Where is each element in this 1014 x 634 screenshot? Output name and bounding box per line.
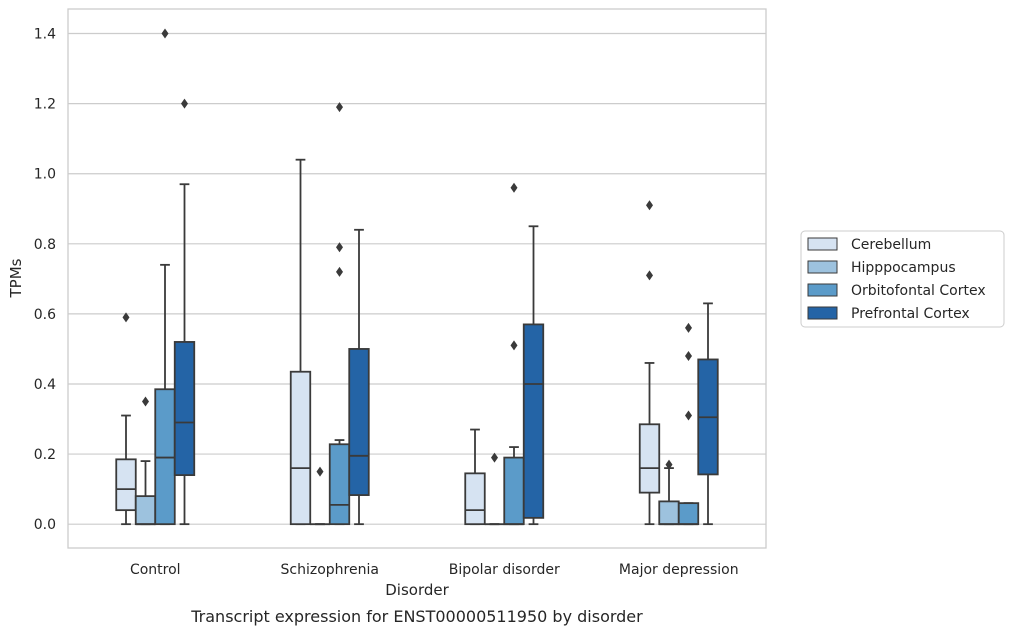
legend-frame <box>800 230 1005 328</box>
legend-swatch <box>807 260 838 274</box>
x-tick-label: Schizophrenia <box>281 562 379 578</box>
box-2-2 <box>503 446 525 526</box>
outlier-point <box>336 102 343 113</box>
box-3-0 <box>173 183 196 526</box>
legend-swatch <box>807 283 838 297</box>
box-1-3 <box>658 467 680 526</box>
legend: Cerebellum Hipppocampus Orbitofontal Corte… <box>800 230 1005 328</box>
y-tick-label: 1.2 <box>34 97 56 113</box>
x-tick-label: Major depression <box>619 562 739 578</box>
box-2-3 <box>677 502 700 526</box>
outlier-point <box>646 270 653 281</box>
box-0-2 <box>464 428 486 526</box>
y-tick-label: 0.6 <box>34 307 56 323</box>
box-2-0 <box>154 263 176 526</box>
legend-entry: Cerebellum <box>851 237 931 253</box>
legend-entry: Prefrontal Cortex <box>851 306 970 322</box>
y-tick-label: 0.0 <box>34 517 56 533</box>
box-iqr <box>348 348 370 496</box>
outlier-point <box>142 396 149 407</box>
plot-area-frame <box>67 8 767 549</box>
box-iqr <box>677 502 700 526</box>
box-iqr <box>115 458 137 512</box>
outlier-point <box>510 182 518 193</box>
outlier-point <box>336 242 343 253</box>
outlier-point <box>646 200 653 211</box>
y-tick-label: 1.4 <box>34 27 56 43</box>
box-2-1 <box>328 439 351 526</box>
box-iqr <box>638 423 661 494</box>
y-tick-label: 1.0 <box>34 167 56 183</box>
outlier-point <box>685 350 692 361</box>
legend-entry: Orbitofontal Cortex <box>851 283 986 299</box>
legend-swatch <box>807 306 838 320</box>
box-3-3 <box>697 302 719 526</box>
y-tick-label: 0.2 <box>34 447 56 463</box>
box-0-3 <box>638 362 661 526</box>
x-axis-title: Disorder <box>385 581 449 599</box>
box-iqr <box>503 456 525 526</box>
boxes-layer <box>115 158 719 526</box>
outlier-point <box>665 459 673 470</box>
box-iqr <box>658 500 680 526</box>
box-iqr <box>328 443 351 526</box>
legend-entry: Hipppocampus <box>851 260 956 276</box>
outlier-point <box>336 266 343 277</box>
outliers-layer <box>122 28 692 477</box>
x-tick-labels: Control Schizophrenia Bipolar disorder Majo… <box>130 562 739 578</box>
box-0-1 <box>289 158 312 526</box>
outlier-point <box>685 410 692 421</box>
x-tick-label: Control <box>130 562 181 578</box>
outlier-point <box>685 322 692 333</box>
y-axis-title: TPMs <box>7 258 25 298</box>
y-tick-labels: 0.0 0.2 0.4 0.6 0.8 1.0 1.2 1.4 <box>34 27 56 534</box>
box-3-1 <box>348 228 370 526</box>
x-tick-label: Bipolar disorder <box>449 562 560 578</box>
box-iqr <box>289 370 312 526</box>
outlier-point <box>181 98 188 109</box>
outlier-point <box>122 312 130 323</box>
figure-caption: Transcript expression for ENST0000051195… <box>190 607 643 626</box>
box-0-0 <box>115 414 137 526</box>
y-tick-label: 0.8 <box>34 237 56 253</box>
box-iqr <box>134 495 157 526</box>
legend-swatch <box>807 237 838 251</box>
box-1-0 <box>134 460 157 526</box>
outlier-point <box>510 340 518 351</box>
outlier-point <box>316 466 324 477</box>
box-iqr <box>464 472 486 526</box>
outlier-point <box>161 28 169 39</box>
box-iqr <box>522 323 545 519</box>
box-3-2 <box>522 225 545 526</box>
box-iqr <box>173 341 196 477</box>
y-tick-label: 0.4 <box>34 377 56 393</box>
outlier-point <box>491 452 498 463</box>
